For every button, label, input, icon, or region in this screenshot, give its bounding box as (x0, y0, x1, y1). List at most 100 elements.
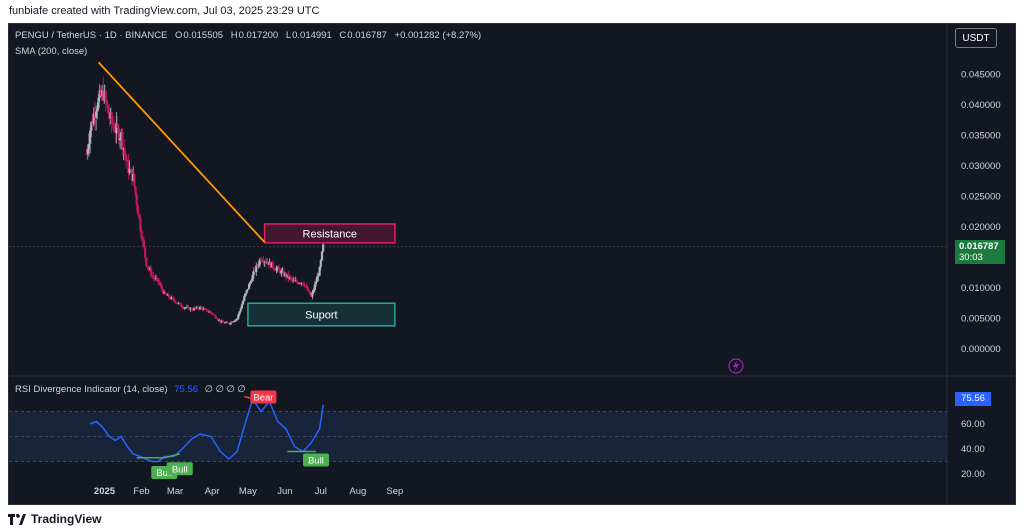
candle-body (103, 90, 106, 101)
candle-body (268, 261, 271, 265)
candle-body (208, 311, 211, 313)
candle-body (271, 262, 275, 268)
tradingview-logo-icon (8, 513, 26, 525)
candle-body (85, 153, 88, 155)
support-zone (247, 302, 396, 327)
candle-body (255, 265, 258, 273)
candle-body (249, 281, 252, 284)
candle-body (139, 217, 142, 231)
resistance-zone (263, 223, 396, 244)
candle-body (231, 321, 234, 323)
time-tick-label: Feb (133, 486, 149, 497)
candle-body (202, 308, 205, 310)
candle-body (295, 280, 298, 283)
candle-body (316, 276, 319, 282)
candle-body (201, 307, 204, 310)
last-price: 0.016787 (959, 241, 999, 252)
candle-body (245, 290, 248, 294)
lightning-icon (728, 358, 744, 374)
symbol-legend[interactable]: PENGU / TetherUS · 1D · BINANCE O0.01550… (15, 30, 482, 41)
time-tick-label: 2025 (94, 486, 116, 497)
candle-body (296, 282, 300, 284)
candle-body (154, 278, 157, 280)
candle-body (121, 131, 124, 149)
chart-canvas[interactable]: Resistance Suport 0.045000 0.040000 0.03500… (9, 24, 1015, 504)
candle-body (155, 278, 159, 280)
candle-body (232, 321, 235, 323)
rsi-placeholders: ∅ ∅ ∅ ∅ (204, 384, 246, 395)
candle-body (92, 113, 95, 124)
candle-body (114, 131, 117, 133)
candle-body (142, 239, 146, 248)
candle-body (181, 306, 184, 308)
symbol-name[interactable]: PENGU / TetherUS · 1D · BINANCE (15, 30, 168, 41)
candle-body (274, 269, 277, 271)
candle-body (282, 270, 285, 276)
candle-body (129, 168, 132, 170)
candle-body (163, 292, 166, 294)
bear-label-box (250, 390, 277, 404)
candle-body (243, 296, 246, 301)
candle-body (258, 259, 261, 265)
candle-body (289, 277, 293, 279)
candle-body (195, 306, 198, 309)
candle-body (252, 270, 255, 275)
candle-body (150, 268, 153, 276)
candle-body (276, 267, 279, 269)
candle-body (281, 270, 284, 272)
price-tick-label: 0.000000 (961, 344, 1001, 355)
candle-body (225, 322, 228, 324)
candle-body (106, 104, 110, 114)
candle-body (206, 309, 209, 312)
candle-body (218, 320, 221, 322)
high-value: 0.017200 (238, 30, 279, 41)
candle-body (87, 143, 91, 150)
candle-body (151, 275, 154, 277)
candle-body (240, 304, 244, 309)
candle-body (135, 194, 138, 206)
candle-body (230, 321, 233, 324)
change-value: +0.001282 (+8.27%) (394, 30, 482, 41)
candle-body (173, 300, 177, 303)
candle-body (308, 291, 312, 296)
candle-body (172, 298, 175, 301)
candle-body (176, 302, 179, 304)
candle-body (213, 314, 216, 316)
descending-trendline (97, 61, 266, 243)
candle-body (204, 308, 208, 310)
candle-body (305, 286, 308, 288)
candle-body (130, 169, 134, 181)
currency-button[interactable]: USDT (955, 28, 997, 48)
candle-body (169, 297, 172, 299)
candle-body (105, 100, 108, 105)
candle-body (86, 149, 89, 154)
candle-body (267, 262, 270, 265)
candle-body (256, 265, 259, 267)
sma-legend[interactable]: SMA (200, close) (15, 46, 88, 57)
price-tick-label: 0.020000 (961, 222, 1001, 233)
candle-body (184, 307, 187, 309)
chart-frame[interactable]: Resistance Suport 0.045000 0.040000 0.03500… (8, 23, 1016, 505)
time-tick-label: Aug (349, 486, 366, 497)
rsi-legend[interactable]: RSI Divergence Indicator (14, close) 75.… (15, 384, 246, 395)
candle-body (242, 300, 245, 305)
candle-body (247, 283, 251, 289)
candle-body (153, 277, 156, 279)
candle-body (306, 286, 309, 291)
price-tick-label: 0.030000 (961, 161, 1001, 172)
candle-body (203, 308, 206, 310)
candle-body (110, 112, 113, 123)
candle-body (228, 323, 232, 325)
candle-body (322, 244, 325, 252)
candle-body (123, 148, 126, 155)
bar-countdown: 30:03 (959, 252, 983, 263)
lightning-icon-bolt (733, 360, 739, 372)
candle-body (269, 261, 272, 268)
candle-body (277, 267, 281, 270)
candle-body (116, 123, 119, 129)
candle-body (210, 312, 214, 315)
candle-body (220, 320, 223, 323)
candle-body (233, 320, 236, 322)
candle-body (140, 230, 143, 239)
rsi-tick-label: 40.00 (961, 444, 985, 455)
